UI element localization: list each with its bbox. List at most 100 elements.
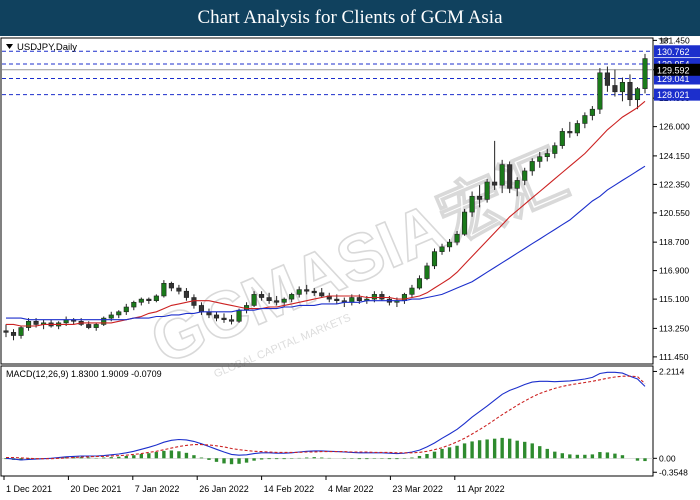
candle xyxy=(537,151,543,168)
x-tick-label: 20 Dec 2021 xyxy=(70,484,121,494)
candle xyxy=(153,294,159,303)
candle-body-bear xyxy=(86,324,92,328)
candle xyxy=(469,191,475,217)
symbol-menu-icon[interactable] xyxy=(6,44,13,49)
candle-body-bull xyxy=(552,145,558,154)
scroll-marker-icon[interactable] xyxy=(658,38,670,44)
candle xyxy=(507,161,513,194)
candle-body-bull xyxy=(634,88,641,101)
candle xyxy=(492,140,498,190)
level-label-2-text: 129.041 xyxy=(657,74,690,84)
candle-body-bear xyxy=(604,72,610,86)
candle-body-bear xyxy=(168,282,174,289)
candle xyxy=(484,178,490,203)
candle-body-bear xyxy=(198,305,205,313)
candle-body-bear xyxy=(507,164,513,189)
level-label-0-box xyxy=(654,45,700,58)
chart-title-banner: Chart Analysis for Clients of GCM Asia xyxy=(0,0,700,36)
candle xyxy=(379,291,385,301)
candle xyxy=(138,297,144,306)
candle-body-bear xyxy=(33,320,39,325)
macd-line xyxy=(5,371,646,461)
candle-body-bear xyxy=(183,290,189,298)
candle-body-bear xyxy=(176,287,182,292)
candle-body-bull xyxy=(484,181,490,200)
candle-body-bull xyxy=(281,298,287,303)
current-price-label-box xyxy=(654,63,700,76)
candle xyxy=(18,326,24,339)
candle-body-bull xyxy=(401,294,407,301)
y-tick-label: 131.450 xyxy=(659,35,690,45)
current-price-label: 129.592 xyxy=(654,63,700,76)
candle-body-bull xyxy=(431,251,438,267)
candle-body-bear xyxy=(612,85,618,93)
x-tick-label: 26 Jan 2022 xyxy=(199,484,249,494)
candle xyxy=(597,68,603,114)
candle-body-bull xyxy=(469,195,475,213)
macd-y-tick-label: 0.00 xyxy=(659,453,676,463)
candle xyxy=(56,321,62,330)
candle-body-bull xyxy=(499,164,505,186)
x-tick-label: 11 Apr 2022 xyxy=(457,484,505,494)
candle xyxy=(183,288,189,301)
candle xyxy=(296,286,302,298)
ma-slow-line xyxy=(6,165,646,321)
candle xyxy=(274,295,280,306)
y-tick-label: 111.450 xyxy=(659,352,689,362)
candle xyxy=(93,322,99,331)
candle xyxy=(477,185,483,208)
candle xyxy=(529,158,535,176)
y-tick-label: 115.100 xyxy=(659,294,689,304)
candle xyxy=(228,314,235,325)
candle-body-bull xyxy=(589,108,595,116)
candle xyxy=(567,121,573,138)
candle-body-bear xyxy=(477,195,483,200)
x-tick-label: 14 Feb 2022 xyxy=(264,484,315,494)
candle-body-bull xyxy=(514,180,520,189)
candle-body-bear xyxy=(221,317,227,320)
candle-body-bull xyxy=(371,294,377,300)
candle xyxy=(116,310,122,319)
candle xyxy=(259,291,265,301)
candle-body-bear xyxy=(259,294,265,298)
candle xyxy=(48,319,54,328)
candle-body-bull xyxy=(18,327,24,336)
y-tick-label: 120.550 xyxy=(659,208,690,218)
candle-body-bull xyxy=(439,246,445,252)
candle-body-bull xyxy=(93,324,99,328)
x-tick-label: 7 Jan 2022 xyxy=(135,484,180,494)
y-tick-label: 126.000 xyxy=(659,122,690,132)
candle-body-bull xyxy=(619,82,626,93)
candle xyxy=(221,313,227,323)
candle xyxy=(431,248,438,270)
candle-body-bull xyxy=(349,297,355,303)
candle xyxy=(289,292,295,303)
y-tick-label: 124.150 xyxy=(659,151,690,161)
candle-body-bear xyxy=(356,297,362,301)
candle xyxy=(604,66,610,92)
candle xyxy=(574,120,580,137)
candle xyxy=(416,275,423,290)
candle-body-bull xyxy=(424,265,430,279)
candle xyxy=(634,87,641,110)
candle-body-bull xyxy=(108,314,114,319)
candle xyxy=(176,284,182,295)
candle-body-bull xyxy=(153,295,159,301)
candle xyxy=(409,284,415,298)
candle xyxy=(3,324,9,338)
candle xyxy=(446,238,453,252)
candle-body-bear xyxy=(379,294,385,300)
candle-body-bull xyxy=(582,115,588,124)
macd-label: MACD(12,26,9) 1.8300 1.9009 -0.0709 xyxy=(6,369,162,379)
candle xyxy=(514,177,520,197)
level-label-3-box xyxy=(654,88,700,101)
candle-body-bull xyxy=(529,161,535,172)
candle-body-bull xyxy=(161,282,167,297)
candle xyxy=(582,112,588,129)
candle xyxy=(544,148,550,162)
candle-body-bull xyxy=(559,131,565,146)
candle-body-bull xyxy=(597,72,603,110)
candle-body-bull xyxy=(416,278,423,289)
candle xyxy=(642,53,648,94)
candle xyxy=(462,208,468,236)
